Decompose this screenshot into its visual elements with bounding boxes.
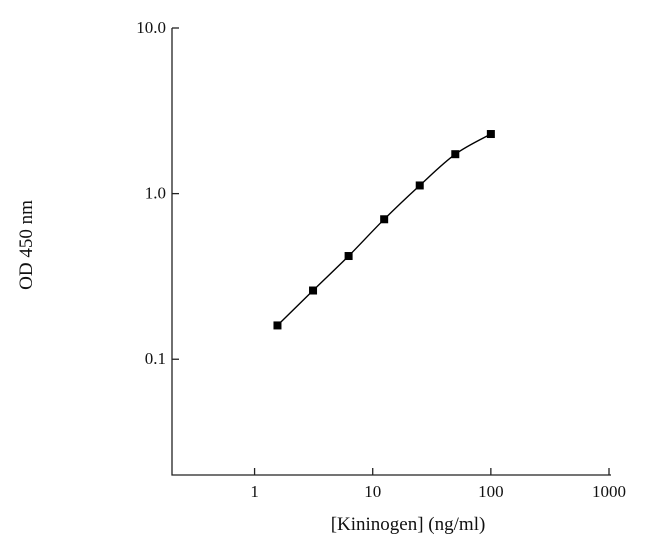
x-tick-label: 100 xyxy=(478,482,504,501)
point xyxy=(415,181,424,190)
point xyxy=(380,215,389,224)
y-axis-label: OD 450 nm xyxy=(16,200,37,290)
point xyxy=(486,130,495,139)
y-tick-label: 10.0 xyxy=(136,18,166,37)
curve xyxy=(276,133,492,326)
y-tick-label: 1.0 xyxy=(145,184,166,203)
x-tick-label: 1000 xyxy=(592,482,626,501)
axes xyxy=(171,28,611,476)
point xyxy=(451,150,460,159)
x-axis-label: [Kininogen] (ng/ml) xyxy=(331,514,486,535)
y-tick-label: 0.1 xyxy=(145,349,166,368)
point xyxy=(344,252,353,261)
x-tick-label: 1 xyxy=(250,482,259,501)
point xyxy=(309,286,318,295)
point xyxy=(273,321,282,330)
x-tick-label: 10 xyxy=(364,482,381,501)
